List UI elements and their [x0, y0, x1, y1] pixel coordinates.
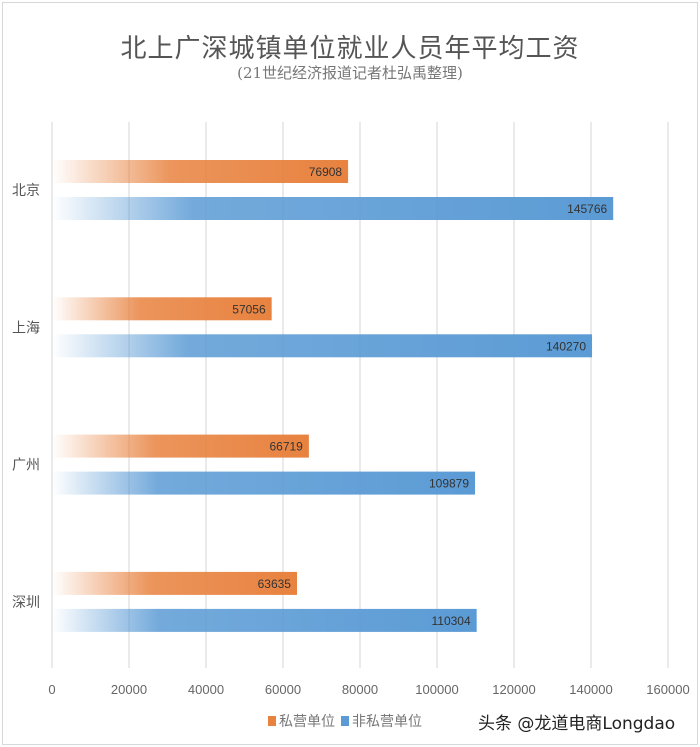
- credit-watermark: 头条 @龙道电商Longdao: [478, 714, 676, 734]
- x-tick-label: 0: [48, 682, 55, 697]
- legend-label: 非私营单位: [352, 714, 422, 730]
- chart-subtitle: (21世纪经济报道记者杜弘禹整理): [237, 64, 463, 82]
- x-tick-label: 60000: [265, 682, 301, 697]
- legend-swatch: [268, 716, 276, 726]
- bar-nonprivate: [52, 471, 476, 495]
- bar-private: [52, 297, 272, 321]
- x-tick-label: 80000: [342, 682, 378, 697]
- x-tick-label: 140000: [569, 682, 612, 697]
- bar-private: [52, 571, 297, 595]
- category-label: 广州: [12, 458, 40, 474]
- x-tick-label: 40000: [188, 682, 224, 697]
- x-tick-label: 120000: [492, 682, 535, 697]
- legend: 私营单位 非私营单位: [268, 711, 422, 731]
- bar-private: [52, 160, 349, 183]
- data-label: 145766: [567, 202, 607, 216]
- data-label: 109879: [429, 477, 469, 491]
- data-label: 140270: [546, 339, 586, 353]
- data-label: 66719: [269, 440, 303, 454]
- category-label: 深圳: [12, 595, 40, 611]
- legend-item-private: 私营单位: [268, 711, 335, 731]
- legend-swatch: [341, 716, 349, 726]
- bar-private: [52, 434, 309, 458]
- bar-nonprivate: [52, 334, 593, 358]
- data-label: 110304: [432, 614, 471, 628]
- data-label: 57056: [232, 302, 266, 316]
- bar-nonprivate: [52, 608, 477, 632]
- legend-item-nonprivate: 非私营单位: [341, 711, 422, 731]
- chart-title: 北上广深城镇单位就业人员年平均工资: [120, 34, 580, 64]
- legend-label: 私营单位: [279, 714, 335, 730]
- x-tick-label: 160000: [646, 682, 689, 697]
- category-label: 上海: [12, 320, 40, 336]
- data-label: 76908: [309, 165, 343, 179]
- bar-nonprivate: [52, 197, 614, 220]
- data-label: 63635: [258, 577, 292, 591]
- x-tick-label: 20000: [111, 682, 147, 697]
- x-tick-label: 100000: [415, 682, 458, 697]
- category-label: 北京: [12, 183, 40, 199]
